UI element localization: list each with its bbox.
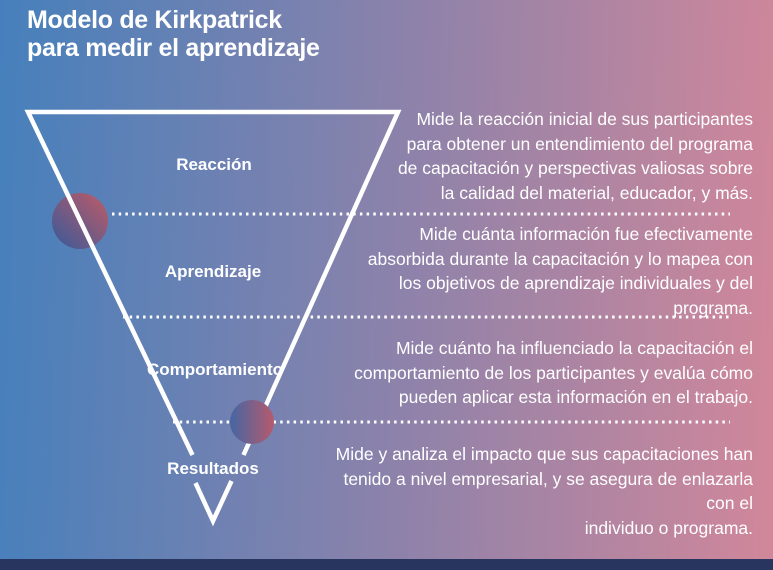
funnel-triangle-outline bbox=[24, 109, 402, 456]
description-line: absorbida durante la capacitación y lo m… bbox=[367, 248, 753, 269]
level-description-comportamiento: Mide cuánto ha influenciado la capacitac… bbox=[313, 336, 753, 410]
description-line: individuo o programa. bbox=[584, 517, 753, 538]
level-description-reaccion: Mide la reacción inicial de sus particip… bbox=[313, 107, 753, 205]
gradient-sphere-bottom bbox=[230, 400, 274, 444]
funnel-level-label-reaccion: Reacción bbox=[176, 155, 252, 174]
description-line: Mide cuánta información fue efectivament… bbox=[419, 224, 753, 244]
description-line: tenido a nivel empresarial, y se asegura… bbox=[343, 468, 753, 514]
description-line: pueden aplicar esta información en el tr… bbox=[398, 387, 753, 407]
description-line: la calidad del material, educador, y más… bbox=[440, 182, 753, 203]
description-line: los objetivos de aprendizaje individuale… bbox=[398, 273, 753, 293]
level-description-aprendizaje: Mide cuánta información fue efectivament… bbox=[313, 222, 753, 320]
description-line: de capacitación y perspectivas valiosas … bbox=[397, 158, 753, 178]
level-description-resultados: Mide y analiza el impacto que sus capaci… bbox=[313, 442, 753, 540]
description-line: Mide y analiza el impacto que sus capaci… bbox=[335, 444, 753, 464]
page-title-line-1: Modelo de Kirkpatrick bbox=[27, 6, 282, 34]
funnel-level-label-aprendizaje: Aprendizaje bbox=[164, 262, 262, 281]
description-line: programa. bbox=[673, 297, 753, 318]
description-line: comportamiento de los participantes y ev… bbox=[354, 362, 753, 383]
funnel-level-label-comportamiento: Comportamiento bbox=[147, 360, 283, 379]
description-line: Mide cuánto ha influenciado la capacitac… bbox=[395, 338, 753, 358]
page-title: Modelo de Kirkpatrick para medir el apre… bbox=[27, 6, 320, 62]
description-line: para obtener un entendimiento del progra… bbox=[406, 133, 753, 154]
footer-accent-bar bbox=[0, 559, 773, 570]
page-title-line-2: para medir el aprendizaje bbox=[27, 34, 320, 62]
funnel-triangle-apex bbox=[193, 480, 234, 527]
funnel-level-label-resultados: Resultados bbox=[167, 459, 259, 478]
description-line: Mide la reacción inicial de sus particip… bbox=[416, 109, 753, 129]
